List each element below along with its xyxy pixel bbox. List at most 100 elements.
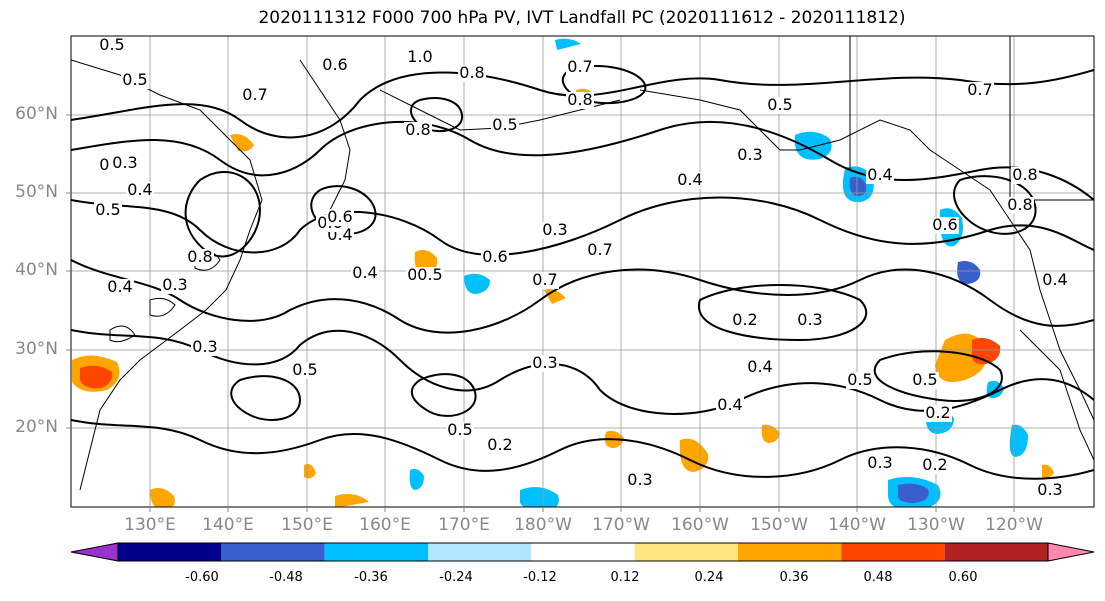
- contour-label-bg: [191, 339, 219, 356]
- contour-labels: 0.5 0.5 0.7 0.3 0.4 0.5 0.6 0.8 1.0 0.8 0.7 0.8 0.5 0…: [94, 35, 1069, 499]
- contour-label: 0.8: [1012, 165, 1037, 184]
- lon-label: 160°E: [359, 515, 411, 535]
- contour-label: 0.5: [767, 95, 792, 114]
- contour-label: 0.2: [922, 455, 947, 474]
- colorbar-tick-label: 0.60: [948, 570, 978, 585]
- contour-label-bg: [531, 272, 559, 289]
- contour-label: 0.5: [912, 370, 937, 389]
- contour-label-bg: [531, 355, 559, 372]
- contour-label: 0.7: [242, 85, 267, 104]
- contour-label-bg: [106, 279, 134, 296]
- contour-label: 0.4: [677, 170, 702, 189]
- contour-label-bg: [1041, 272, 1069, 289]
- contour-label: 0.7: [567, 57, 592, 76]
- contour-label: 0.4: [717, 395, 742, 414]
- contour-label-bg: [541, 222, 569, 239]
- lon-label: 150°W: [750, 515, 808, 535]
- contour-label: 0.3: [867, 453, 892, 472]
- contour-label: 0.8: [459, 63, 484, 82]
- contour-label-bg: [351, 265, 379, 282]
- contour-label-bg: [866, 167, 894, 184]
- lat-label-30n: 30°N: [15, 339, 58, 359]
- contour-label: 0.3: [532, 353, 557, 372]
- lon-label: 180°W: [514, 515, 572, 535]
- contour-label: 0.5: [417, 265, 442, 284]
- contour-label: 0.6: [482, 247, 507, 266]
- shading-patch: [761, 424, 780, 443]
- contour-label-bg: [481, 249, 509, 266]
- contour-label: 0.2: [925, 403, 950, 422]
- contour-label-bg: [486, 437, 514, 454]
- lon-label: 130°E: [124, 515, 176, 535]
- contour-label-bg: [566, 59, 594, 76]
- colorbar-tick-label: -0.60: [185, 570, 219, 585]
- colorbar-tick-label: 0.24: [694, 570, 724, 585]
- lon-label: 130°W: [907, 515, 965, 535]
- shading-patch: [849, 176, 867, 196]
- contour-label-bg: [586, 242, 614, 259]
- contour-label-bg: [736, 147, 764, 164]
- colorbar-segment: [531, 543, 635, 561]
- colorbar-tick-label: -0.36: [354, 570, 388, 585]
- contour-label: 0.6: [932, 215, 957, 234]
- colorbar-tick-label: -0.12: [523, 570, 557, 585]
- shading-patch: [304, 464, 316, 479]
- contour-label-bg: [566, 92, 594, 109]
- lon-label: 140°E: [202, 515, 254, 535]
- contour-label: 0.7: [532, 270, 557, 289]
- contour-label: 0.4: [107, 277, 132, 296]
- contour-label-bg: [731, 312, 759, 329]
- contour-label-bg: [924, 405, 952, 422]
- colorbar-segment: [634, 543, 738, 561]
- contour-label-bg: [966, 82, 994, 99]
- lon-label: 170°W: [592, 515, 650, 535]
- contour-label-bg: [1036, 482, 1064, 499]
- colorbar-segment: [428, 543, 532, 561]
- shading-patch: [897, 483, 929, 503]
- contour-label-bg: [458, 65, 486, 82]
- lon-label: 120°W: [985, 515, 1043, 535]
- colorbar-segment: [1047, 542, 1095, 562]
- contour-label: 0.4: [867, 165, 892, 184]
- contour-label: 0.8: [567, 90, 592, 109]
- contour-label-bg: [94, 202, 122, 219]
- colorbar-tick-label: 0.36: [779, 570, 809, 585]
- colorbar-segment: [118, 543, 222, 561]
- contour-label: 0.8: [1007, 195, 1032, 214]
- contour-label-bg: [121, 72, 149, 89]
- lon-label: 160°W: [671, 515, 729, 535]
- shading-patch: [795, 131, 832, 160]
- contour-label: 0.3: [737, 145, 762, 164]
- contour-label-bg: [291, 362, 319, 379]
- contour-label-bg: [1006, 197, 1034, 214]
- contour-label: 0.5: [122, 70, 147, 89]
- contour-label-bg: [931, 217, 959, 234]
- contour-label-bg: [846, 372, 874, 389]
- contour-label-bg: [746, 359, 774, 376]
- contour-label: 0.4: [1042, 270, 1067, 289]
- contour-label-bg: [406, 49, 434, 66]
- shading-patch: [409, 468, 424, 490]
- contour-label: 0.5: [847, 370, 872, 389]
- contour-label: 0.2: [487, 435, 512, 454]
- contour-label-bg: [911, 372, 939, 389]
- contour-label-bg: [921, 457, 949, 474]
- colorbar-segment: [70, 542, 119, 562]
- contour-label: 0.2: [732, 310, 757, 329]
- pv-contours: [71, 64, 1094, 480]
- shading-patch: [957, 261, 981, 284]
- colorbar-segment: [324, 543, 428, 561]
- colorbar-segment: [841, 543, 945, 561]
- contour-label-bg: [766, 97, 794, 114]
- colorbar-segment: [738, 543, 842, 561]
- colorbar-segment: [944, 543, 1048, 561]
- shading-patch: [679, 438, 709, 472]
- shading-patch: [150, 488, 175, 507]
- lon-label: 150°E: [281, 515, 333, 535]
- contour-label: 0.3: [542, 220, 567, 239]
- colorbar-segment: [221, 543, 325, 561]
- contour-label: 0.3: [112, 153, 137, 172]
- contour-label-bg: [491, 117, 519, 134]
- contour-label-bg: [126, 182, 154, 199]
